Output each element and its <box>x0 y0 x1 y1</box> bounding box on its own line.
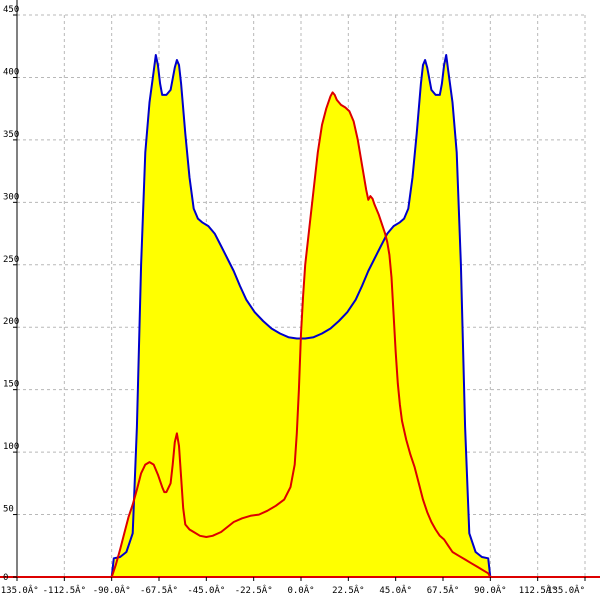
x-tick-label-10: 90.0Â° <box>474 584 507 596</box>
x-tick-label-0: -135.0Â° <box>0 584 39 596</box>
x-tick-label-7: 22.5Â° <box>332 584 365 596</box>
y-tick-label-8: 400 <box>3 67 19 77</box>
x-tick-label-4: -45.0Â° <box>187 584 225 596</box>
y-tick-label-9: 450 <box>3 5 19 15</box>
x-tick-label-8: 45.0Â° <box>379 584 412 596</box>
x-tick-label-11: 112.5Â° <box>519 584 557 596</box>
axes <box>0 0 600 581</box>
y-tick-labels: 0 50 100 150 200 250 300 350 400 450 <box>3 5 19 583</box>
y-tick-label-0: 0 <box>3 573 8 583</box>
x-tick-label-12: 135.0Â° <box>547 584 585 596</box>
series-line-1 <box>110 91 492 578</box>
y-tick-label-1: 50 <box>3 505 14 515</box>
x-tick-label-6: 0.0Â° <box>287 584 314 596</box>
series-lines <box>110 54 492 578</box>
y-tick-label-7: 350 <box>3 130 19 140</box>
x-tick-labels: -135.0Â° -112.5Â° -90.0Â° -67.5Â° -45.0Â° -22… <box>0 584 585 596</box>
y-tick-label-3: 150 <box>3 380 19 390</box>
x-tick-label-3: -67.5Â° <box>140 584 178 596</box>
x-tick-label-1: -112.5Â° <box>43 584 86 596</box>
x-tick-label-2: -90.0Â° <box>93 584 131 596</box>
y-tick-label-6: 300 <box>3 192 19 202</box>
y-tick-label-4: 200 <box>3 317 19 327</box>
y-tick-label-2: 100 <box>3 442 19 452</box>
x-tick-label-5: -22.5Â° <box>235 584 273 596</box>
x-tick-label-9: 67.5Â° <box>427 584 460 596</box>
y-tick-label-5: 250 <box>3 255 19 265</box>
